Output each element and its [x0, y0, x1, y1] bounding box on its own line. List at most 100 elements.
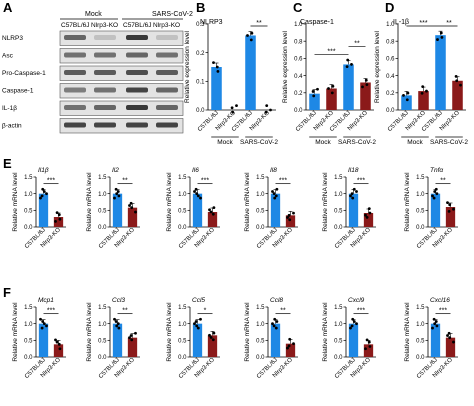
data-point [361, 85, 364, 89]
panel-b-subtitle: NLRP3 [200, 19, 223, 26]
data-point [39, 196, 42, 200]
bar [363, 344, 374, 357]
y-axis-label: Relative expression level [374, 31, 381, 103]
data-point [194, 320, 198, 323]
data-point [114, 187, 118, 191]
y-tick-label: 1.5 [24, 305, 33, 311]
data-point [455, 79, 459, 83]
y-tick-label: 0.0 [178, 225, 187, 231]
y-tick-label: 1.5 [24, 175, 33, 181]
bar [38, 193, 49, 227]
data-point [195, 192, 199, 196]
data-point [250, 31, 254, 35]
y-tick-label: 1.0 [24, 192, 33, 198]
bar [211, 67, 222, 110]
y-tick-label: 0.0 [294, 108, 303, 114]
data-point [113, 317, 116, 321]
y-tick-label: 1.0 [98, 322, 107, 328]
data-point [128, 204, 131, 207]
y-tick-label: 0.0 [196, 108, 205, 114]
data-point [345, 65, 349, 69]
bar [360, 82, 371, 110]
panel-a: A Mock SARS-CoV-2 C57BL/6J Nlrp3-KO C57B… [2, 0, 193, 134]
data-point [448, 203, 452, 207]
lane-label-3: C57BL/6J [123, 22, 152, 29]
bar [445, 207, 456, 227]
bar [430, 323, 441, 357]
chart-c: 0.0 0.2 0.4 0.6 0.8 1.0 Relative expression le… [282, 22, 376, 146]
data-point [452, 340, 455, 344]
y-tick-label: 0.0 [178, 355, 187, 361]
blot-band [94, 70, 116, 75]
bar [418, 91, 429, 110]
data-point [355, 322, 358, 326]
bar [127, 207, 138, 227]
data-point [117, 326, 121, 330]
y-tick-label: 0.0 [98, 355, 107, 361]
panel-letter-e: E [3, 156, 12, 171]
y-axis-label: Relative mRNA level [12, 172, 19, 232]
data-point [435, 192, 439, 196]
bar [452, 80, 463, 110]
sig-label: *** [47, 308, 55, 315]
data-point [208, 208, 211, 212]
bar [112, 323, 123, 357]
blot-band [64, 35, 86, 40]
blot-band [64, 105, 86, 110]
data-point [434, 320, 438, 323]
bar [207, 335, 218, 357]
bar [309, 93, 320, 110]
data-point [447, 210, 451, 213]
data-point [346, 58, 350, 62]
y-tick-label: 1.0 [178, 322, 187, 328]
y-tick-label: 1.5 [334, 305, 343, 311]
y-tick-label: 0.2 [294, 91, 303, 97]
y-tick-label: 1.0 [256, 322, 265, 328]
data-point [433, 190, 437, 193]
y-tick-label: 1.0 [294, 22, 303, 28]
data-point [134, 210, 137, 214]
y-tick-label: 0.0 [24, 355, 33, 361]
chart-d: 0.0 0.2 0.4 0.6 0.8 1.0 Relative expression le… [374, 20, 468, 146]
data-point [367, 340, 371, 344]
data-point [349, 194, 352, 198]
data-point [312, 94, 316, 98]
chart-title: Il18 [348, 167, 359, 174]
chart-title: Tnfα [430, 167, 443, 174]
group-label: SARS-CoV-2 [240, 139, 278, 146]
sig-label: *** [201, 178, 209, 185]
y-axis-label: Relative mRNA level [404, 302, 411, 362]
group-label: Mock [315, 139, 331, 146]
data-point [273, 317, 277, 321]
data-point [115, 324, 119, 328]
data-point [55, 340, 59, 344]
y-tick-label: 1.5 [256, 305, 265, 311]
y-tick-label: 1.5 [416, 305, 425, 311]
blot-strip [59, 118, 184, 134]
y-axis-label: Relative mRNA level [166, 302, 173, 362]
data-point [350, 324, 354, 328]
y-tick-label: 1.0 [178, 192, 187, 198]
y-axis-label: Relative mRNA level [244, 172, 251, 232]
y-tick-label: 0.5 [334, 339, 343, 345]
y-tick-label: 0.5 [416, 209, 425, 215]
bar [207, 212, 218, 227]
data-point [365, 338, 369, 342]
y-tick-label: 0.5 [256, 209, 265, 215]
data-point [365, 83, 369, 87]
data-point [230, 106, 234, 110]
chart-title: Il6 [192, 167, 199, 174]
bar [445, 337, 456, 357]
data-point [368, 345, 372, 348]
blot-row-label: Caspase-1 [2, 88, 34, 95]
y-tick-label: 0.0 [334, 355, 343, 361]
y-tick-label: 0.4 [294, 74, 303, 80]
panel-c-subtitle: Caspase-1 [300, 19, 334, 26]
panel-letter-c: C [293, 0, 303, 15]
data-point [459, 83, 462, 87]
data-point [235, 104, 238, 107]
data-point [265, 104, 269, 107]
blot-row-label: β-actin [2, 123, 22, 130]
